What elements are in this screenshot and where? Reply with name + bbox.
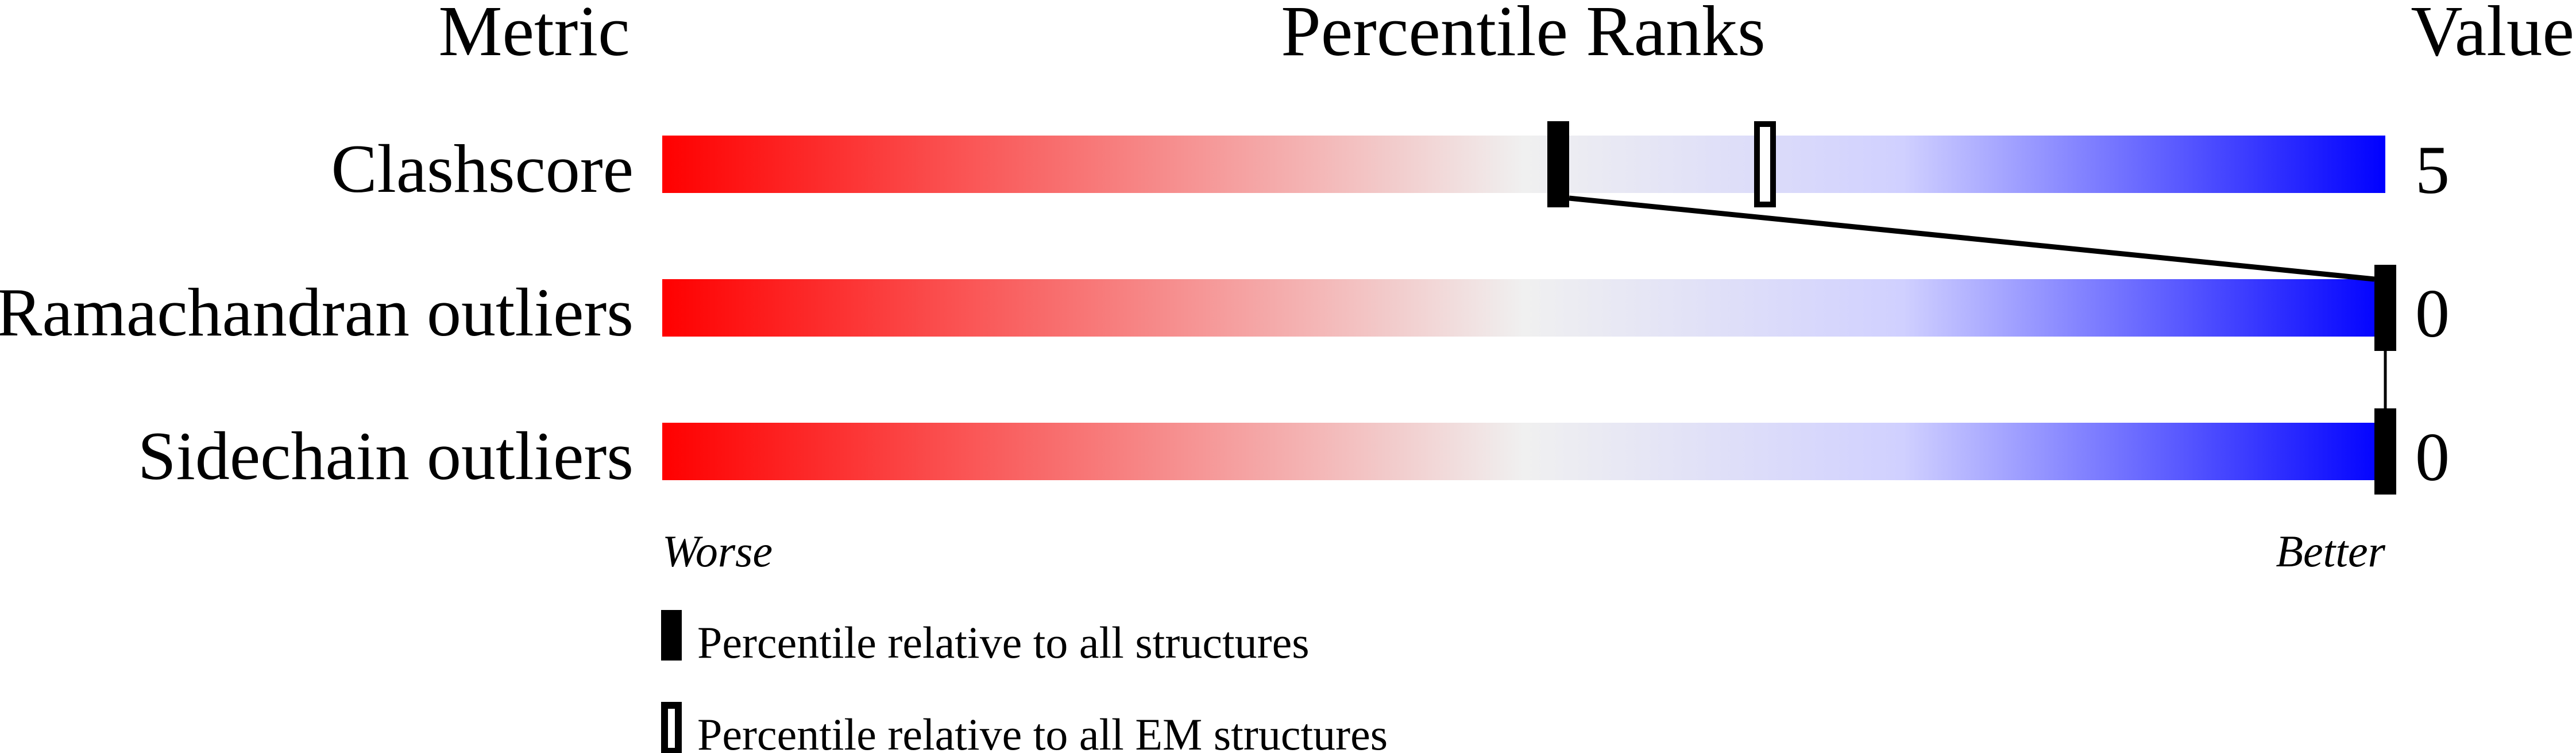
legend-hollow-marker xyxy=(661,702,682,753)
header-metric: Metric xyxy=(438,0,629,71)
em-percentile-marker xyxy=(1754,121,1776,207)
percentile-bar xyxy=(662,279,2385,337)
metric-value: 5 xyxy=(2415,132,2450,208)
connector-line xyxy=(1569,195,2375,282)
metric-label: Ramachandran outliers xyxy=(0,274,634,350)
header-value: Value xyxy=(2411,0,2574,71)
better-label: Better xyxy=(2276,526,2385,576)
all-percentile-marker xyxy=(1547,121,1569,207)
metric-label: Clashscore xyxy=(331,130,634,207)
legend-em-structures: Percentile relative to all EM structures xyxy=(697,709,1388,753)
all-percentile-marker xyxy=(2374,265,2396,351)
metric-label: Sidechain outliers xyxy=(138,418,634,494)
worse-label: Worse xyxy=(662,526,773,576)
all-percentile-marker xyxy=(2374,408,2396,495)
metric-value: 0 xyxy=(2415,419,2450,495)
percentile-bar xyxy=(662,423,2385,480)
percentile-bar xyxy=(662,136,2385,193)
metric-value: 0 xyxy=(2415,275,2450,352)
header-percentile-ranks: Percentile Ranks xyxy=(1281,0,1766,71)
legend-all-structures: Percentile relative to all structures xyxy=(697,617,1310,667)
legend-filled-marker xyxy=(661,610,682,661)
